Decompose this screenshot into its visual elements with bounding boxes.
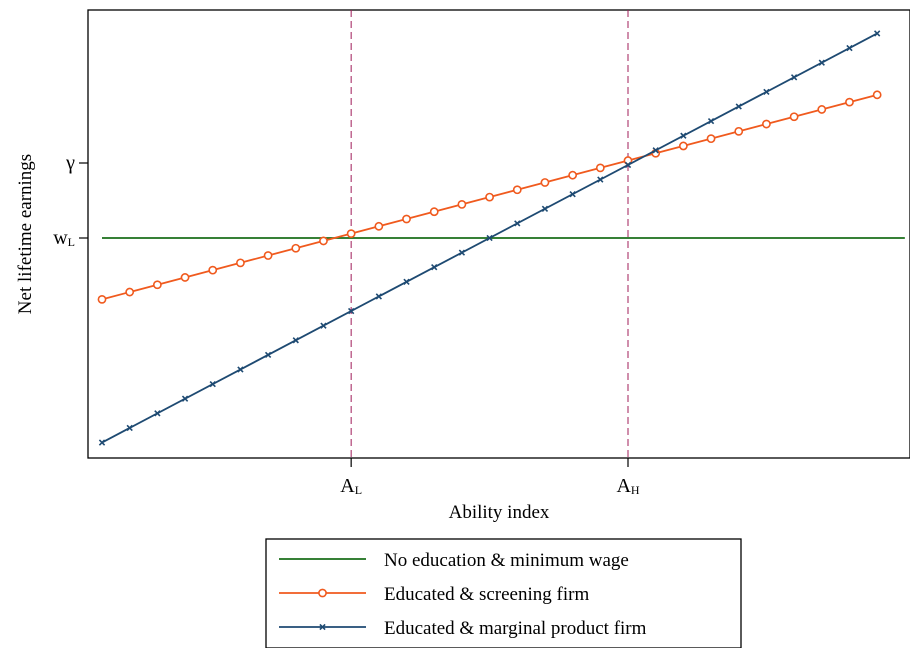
series-2-point-16	[512, 185, 522, 195]
series-3-point-1	[98, 439, 106, 446]
legend-label-2: Educated & screening firm	[384, 584, 589, 605]
series-3-point-9	[320, 322, 327, 329]
series-3-point-5	[209, 380, 216, 388]
legend-label-3: Educated & marginal product firm	[384, 618, 647, 639]
series-2-point-17	[540, 178, 550, 187]
series-2-point-5	[208, 265, 218, 275]
series-2	[97, 90, 882, 304]
x-axis: AL AH	[340, 458, 640, 497]
series-2-point-10	[346, 229, 356, 239]
x-axis-label: Ability index	[449, 502, 550, 523]
plot-frame	[87, 9, 910, 459]
series-3-point-14	[458, 249, 466, 256]
legend-item-1: No education & minimum wage	[279, 550, 629, 571]
series-2-point-7	[263, 251, 273, 260]
reference-lines	[350, 10, 629, 458]
series-3-point-22	[680, 132, 687, 139]
legend-item-3: Educated & marginal product firm	[279, 618, 647, 639]
series-3-point-24	[735, 103, 742, 110]
series-3-point-19	[597, 176, 604, 183]
legend-item-2: Educated & screening firm	[279, 584, 589, 605]
y-tick-label-1: wL	[53, 227, 75, 249]
series-2-point-14	[457, 199, 467, 209]
series-2-point-22	[678, 141, 688, 151]
series-2-point-11	[374, 221, 384, 231]
series-2-point-28	[845, 97, 854, 107]
series-group	[97, 30, 905, 446]
legend-items: No education & minimum wage Educated & sc…	[279, 550, 647, 639]
series-2-point-23	[706, 134, 716, 144]
series-2-point-13	[429, 207, 439, 217]
series-2-point-26	[789, 112, 799, 122]
series-3-point-3	[154, 410, 161, 417]
series-2-point-19	[595, 163, 605, 173]
series-3-point-26	[790, 74, 798, 81]
legend-marker-2	[318, 588, 327, 598]
series-2-point-4	[180, 273, 190, 282]
series-2-point-6	[236, 258, 245, 268]
series-3-point-11	[375, 293, 383, 300]
series-2-point-15	[485, 192, 494, 202]
y-axis: wL γ	[53, 152, 88, 249]
series-3-point-13	[431, 264, 438, 271]
series-3-point-8	[292, 337, 299, 344]
series-2-point-12	[402, 214, 411, 224]
series-3-point-17	[541, 205, 549, 212]
series-2-point-9	[319, 236, 328, 246]
legend-box	[265, 538, 742, 648]
series-3-point-20	[624, 161, 632, 169]
series-2-point-27	[817, 105, 827, 114]
series-3	[98, 30, 881, 446]
series-2-point-1	[97, 294, 107, 304]
series-3-point-25	[763, 88, 770, 96]
series-2-point-3	[152, 280, 162, 290]
series-3-point-27	[818, 59, 825, 66]
series-2-point-29	[872, 90, 882, 100]
series-3-point-10	[347, 307, 355, 315]
legend-marker-3	[319, 623, 326, 631]
series-2-point-8	[291, 243, 301, 253]
series-3-point-2	[126, 424, 133, 432]
series-3-point-12	[403, 278, 410, 285]
legend-label-1: No education & minimum wage	[384, 550, 629, 571]
series-2-point-18	[568, 170, 578, 180]
series-3-point-18	[569, 191, 576, 198]
series-2-point-2	[125, 287, 135, 297]
series-3-point-4	[181, 395, 189, 402]
x-tick-label-1: AL	[340, 475, 362, 497]
y-axis-label: Net lifetime earnings	[15, 154, 36, 314]
legend: No education & minimum wage Educated & sc…	[265, 538, 742, 648]
series-3-point-15	[486, 234, 493, 242]
series-2-point-24	[734, 126, 744, 136]
y-tick-label-2: γ	[65, 152, 75, 174]
series-3-point-29	[873, 30, 881, 37]
series-3-point-21	[652, 147, 659, 154]
series-2-point-25	[762, 119, 771, 129]
series-3-point-16	[514, 220, 521, 227]
series-3-point-6	[237, 366, 244, 373]
x-tick-label-2: AH	[616, 475, 639, 497]
series-3-point-7	[264, 351, 272, 359]
series-3-point-28	[846, 44, 853, 52]
series-3-point-23	[707, 117, 715, 125]
